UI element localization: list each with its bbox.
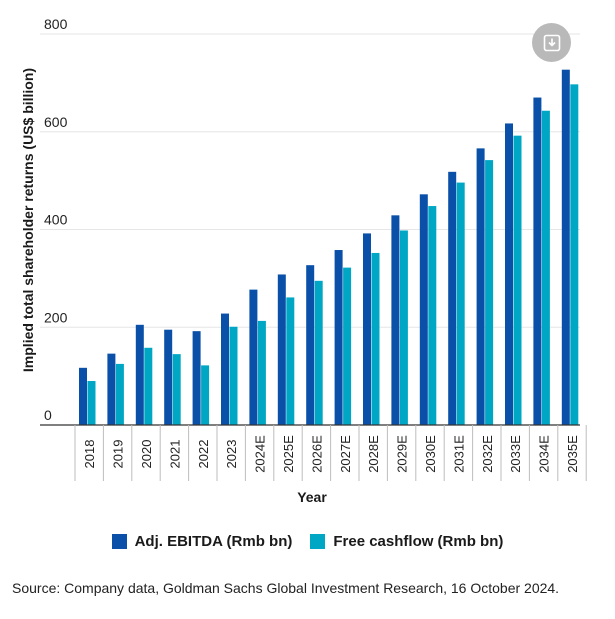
x-tick-label: 2022 — [196, 440, 211, 469]
bar-ebitda-2026E — [306, 265, 315, 425]
x-tick-label: 2030E — [423, 435, 438, 473]
bar-fcf-2024E — [257, 320, 266, 425]
bar-fcf-2021 — [172, 354, 181, 425]
bar-fcf-2027E — [343, 267, 352, 425]
bar-ebitda-2027E — [334, 250, 343, 425]
axis-layer: 0 200 400 600 800 2018 2019 2020 2021 2022 2023 202… — [40, 16, 587, 481]
x-tick-label: 2028E — [366, 435, 381, 473]
x-tick-label: 2020 — [139, 440, 154, 469]
bar-ebitda-2019 — [107, 353, 116, 425]
legend-swatch-ebitda — [111, 534, 127, 549]
bar-ebitda-2020 — [135, 324, 144, 425]
bar-layer — [79, 69, 579, 426]
y-tick-label: 600 — [44, 114, 68, 130]
bar-ebitda-2024E — [249, 289, 258, 425]
bar-fcf-2025E — [286, 297, 295, 425]
x-tick-label: 2019 — [111, 440, 126, 469]
bar-fcf-2019 — [115, 363, 124, 425]
bar-fcf-2022 — [201, 365, 210, 425]
bar-ebitda-2035E — [561, 69, 570, 426]
x-tick-label: 2035E — [565, 435, 580, 473]
bar-fcf-2034E — [541, 110, 550, 425]
bar-fcf-2033E — [513, 135, 522, 425]
legend-label-fcf: Free cashflow (Rmb bn) — [333, 533, 504, 550]
bar-ebitda-2025E — [277, 274, 286, 425]
bar-fcf-2032E — [485, 160, 494, 425]
x-tick-label: 2021 — [167, 440, 182, 469]
x-tick-label: 2018 — [82, 440, 97, 469]
bar-ebitda-2029E — [391, 215, 400, 425]
x-tick-label: 2026E — [309, 435, 324, 473]
bar-fcf-2020 — [144, 347, 153, 425]
chart-svg: 0 200 400 600 800 2018 2019 2020 2021 2022 2023 202… — [20, 16, 587, 505]
bar-ebitda-2033E — [505, 123, 513, 425]
x-tick-label: 2034E — [537, 435, 552, 473]
download-icon — [543, 34, 560, 51]
legend-label-ebitda: Adj. EBITDA (Rmb bn) — [134, 533, 293, 550]
bar-ebitda-2031E — [448, 171, 457, 425]
y-tick-label: 400 — [44, 212, 68, 228]
bar-fcf-2023 — [229, 326, 238, 425]
legend-swatch-fcf — [310, 534, 326, 549]
x-tick-label: 2031E — [451, 435, 466, 473]
bar-ebitda-2032E — [476, 148, 485, 425]
bar-ebitda-2034E — [533, 97, 542, 425]
bar-ebitda-2018 — [79, 367, 87, 425]
x-tick-label: 2024E — [253, 435, 268, 473]
bar-ebitda-2022 — [192, 331, 201, 425]
legend-item-ebitda: Adj. EBITDA (Rmb bn) — [111, 533, 293, 550]
legend: Adj. EBITDA (Rmb bn) Free cashflow (Rmb … — [0, 533, 615, 550]
bar-ebitda-2030E — [419, 194, 428, 425]
bar-ebitda-2021 — [164, 329, 173, 425]
x-tick-label: 2029E — [395, 435, 410, 473]
y-tick-label: 0 — [44, 407, 52, 423]
bar-fcf-2018 — [87, 381, 96, 425]
bar-fcf-2026E — [314, 280, 323, 425]
bar-fcf-2035E — [570, 84, 579, 425]
source-note: Source: Company data, Goldman Sachs Glob… — [12, 580, 560, 596]
download-button[interactable] — [532, 23, 571, 62]
legend-item-fcf: Free cashflow (Rmb bn) — [310, 533, 503, 550]
x-axis-label: Year — [297, 489, 327, 505]
x-tick-label: 2027E — [338, 435, 353, 473]
y-axis-label: Implied total shareholder returns (US$ b… — [20, 68, 36, 372]
bar-fcf-2029E — [399, 230, 408, 425]
y-tick-label: 800 — [44, 16, 68, 32]
x-tick-label: 2032E — [480, 435, 495, 473]
bar-ebitda-2028E — [363, 233, 371, 425]
bar-fcf-2031E — [456, 182, 465, 425]
bar-fcf-2028E — [371, 252, 380, 425]
bar-fcf-2030E — [428, 206, 437, 425]
x-tick-label: 2033E — [508, 435, 523, 473]
x-tick-label: 2025E — [281, 435, 296, 473]
y-tick-label: 200 — [44, 309, 68, 325]
x-tick-label: 2023 — [224, 440, 239, 469]
bar-ebitda-2023 — [221, 313, 229, 425]
